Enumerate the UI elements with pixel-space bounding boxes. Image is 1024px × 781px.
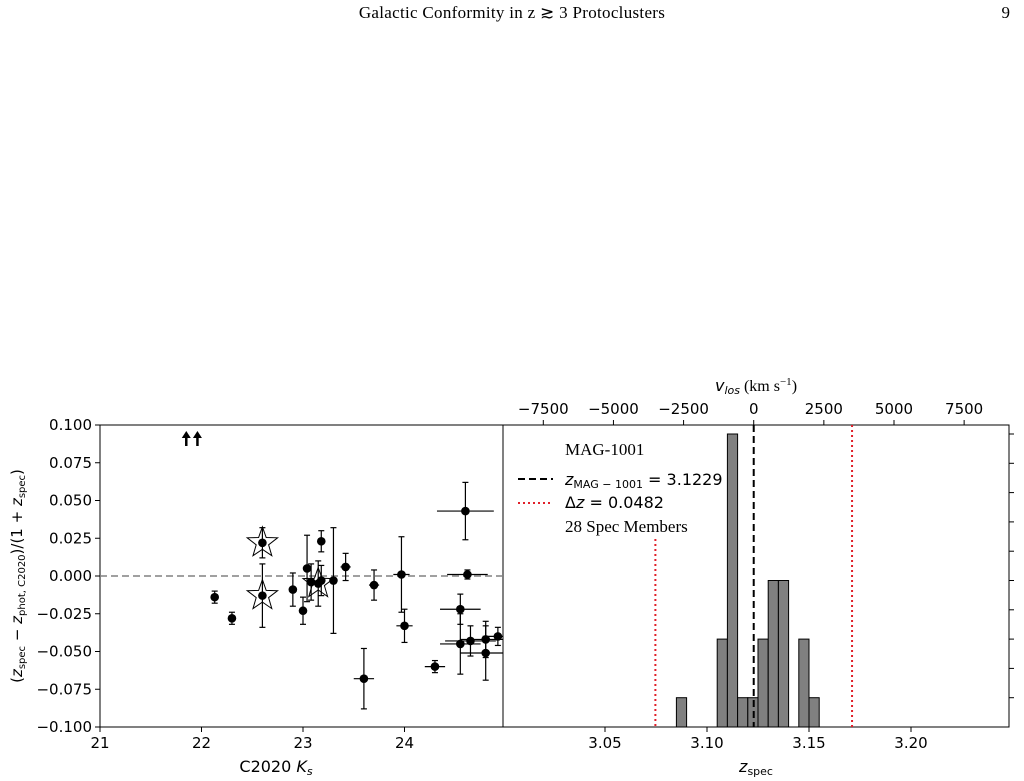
left-ytick-label: 0.075 [49, 454, 92, 472]
data-point [316, 536, 326, 546]
top-xtick-label: −7500 [518, 400, 569, 418]
right-xtick-label: 3.15 [792, 734, 825, 752]
data-point [400, 621, 409, 631]
data-point [258, 591, 267, 600]
left-ytick-label: −0.100 [36, 718, 92, 736]
top-xtick-label: −2500 [658, 400, 709, 418]
upper-limit-arrow-head [181, 431, 191, 438]
left-xtick-label: 22 [192, 734, 211, 752]
data-point [227, 613, 237, 623]
data-point [306, 577, 316, 587]
histogram-bar [808, 697, 820, 728]
data-point [493, 632, 503, 641]
left-ytick-label: −0.025 [36, 605, 92, 623]
top-xtick-label: 2500 [805, 400, 843, 418]
data-point [210, 592, 219, 602]
upper-limit-arrow-head [192, 431, 202, 438]
left-xlabel: C2020 Ks [239, 757, 312, 778]
histogram-bar [767, 580, 779, 728]
top-xtick-label: 7500 [945, 400, 983, 418]
page-number: 9 [1001, 3, 1011, 22]
top-xtick-label: 0 [749, 400, 759, 418]
data-point [481, 648, 491, 658]
star-marker [245, 578, 280, 610]
legend-dz-label: Δz = 0.0482 [565, 493, 664, 512]
data-point [341, 562, 350, 572]
left-ytick-label: 0.025 [49, 529, 92, 547]
data-point [430, 662, 440, 671]
star-marker [245, 525, 280, 557]
right-xtick-label: 3.05 [588, 734, 621, 752]
right-top-xlabel: vlos (km s−1) [715, 376, 797, 397]
left-ylabel: (zspec − zphot, C2020)/(1 + zspec) [8, 469, 28, 683]
top-xtick-label: −5000 [588, 400, 639, 418]
left-xtick-label: 23 [293, 734, 312, 752]
left-scatter-plot: 21 22 23 24 −0.100 −0.075 −0.050 −0.025 0.000 0.0… [36, 416, 503, 752]
data-point [258, 538, 267, 548]
histogram-bar [777, 580, 790, 728]
data-point [456, 639, 465, 649]
left-ytick-label: 0.100 [49, 416, 92, 434]
running-head: Galactic Conformity in z ≳ 3 Protocluste… [0, 3, 1024, 29]
right-xtick-label: 3.20 [894, 734, 927, 752]
data-point [461, 506, 470, 516]
data-point [369, 580, 379, 590]
data-point [288, 585, 298, 594]
legend-title: MAG-1001 [565, 440, 644, 459]
histogram-bar [726, 433, 739, 728]
running-title: Galactic Conformity in z ≳ 3 Protocluste… [358, 3, 666, 22]
data-point [329, 576, 338, 585]
histogram-bar [757, 638, 769, 728]
legend: MAG-1001 zMAG − 1001 = 3.1229 Δz = 0.048… [518, 440, 723, 536]
right-xlabel: zspec [738, 757, 773, 778]
right-panel-frame [502, 424, 1010, 728]
data-point [456, 604, 465, 614]
right-histogram: 3.05 3.10 3.15 3.20 −7500 −5000 −2500 0 2500 5000… [518, 400, 1014, 752]
data-point [463, 570, 472, 579]
histogram-bar [798, 638, 810, 728]
data-point [316, 576, 326, 585]
histogram-bar [716, 638, 728, 728]
legend-zcluster-label: zMAG − 1001 = 3.1229 [564, 470, 723, 491]
data-point [466, 636, 475, 646]
legend-members-note: 28 Spec Members [565, 517, 688, 536]
data-point [302, 564, 312, 573]
data-point [359, 674, 369, 683]
histogram-bar [737, 697, 749, 728]
histogram-bar [675, 697, 688, 728]
left-xtick-label: 24 [395, 734, 414, 752]
star-marker [301, 565, 335, 598]
left-ytick-label: 0.050 [49, 492, 92, 510]
top-xtick-label: 5000 [875, 400, 913, 418]
data-point [298, 606, 308, 616]
left-xtick-label: 21 [90, 734, 109, 752]
left-ytick-label: −0.050 [36, 643, 92, 661]
left-ytick-label: −0.075 [36, 680, 92, 698]
left-ytick-label: 0.000 [49, 567, 92, 585]
right-xtick-label: 3.10 [690, 734, 723, 752]
data-point [397, 570, 406, 579]
